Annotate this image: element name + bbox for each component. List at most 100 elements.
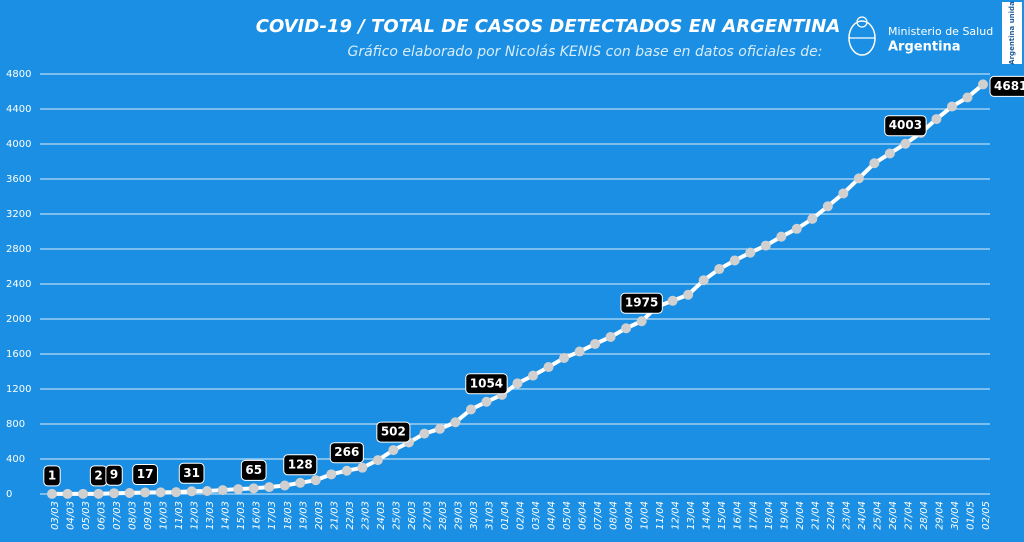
data-point bbox=[93, 488, 104, 499]
data-point bbox=[78, 488, 89, 499]
value-label-box bbox=[132, 464, 158, 486]
x-tick-label: 17/03 bbox=[267, 501, 278, 530]
data-point bbox=[776, 231, 787, 242]
y-tick-label: 3200 bbox=[6, 209, 31, 220]
badge-box bbox=[1002, 2, 1022, 64]
x-tick-label: 19/04 bbox=[779, 501, 790, 530]
x-tick-label: 24/03 bbox=[376, 501, 387, 530]
x-tick-label: 12/04 bbox=[671, 501, 682, 530]
x-tick-label: 18/03 bbox=[283, 501, 294, 530]
logo-text: Ministerio de Salud bbox=[888, 25, 993, 38]
x-tick-label: 02/04 bbox=[516, 501, 527, 530]
value-label-box bbox=[884, 115, 927, 137]
value-label: 2 bbox=[94, 468, 102, 482]
x-tick-label: 09/03 bbox=[143, 501, 154, 530]
value-label: 1054 bbox=[470, 376, 503, 390]
x-tick-label: 30/03 bbox=[469, 501, 480, 530]
x-tick-label: 16/03 bbox=[252, 501, 263, 530]
data-point bbox=[481, 396, 492, 407]
data-point bbox=[186, 486, 197, 497]
x-tick-label: 15/03 bbox=[236, 501, 247, 530]
x-tick-label: 23/03 bbox=[360, 501, 371, 530]
x-tick-label: 25/04 bbox=[872, 501, 883, 530]
y-tick-label: 1200 bbox=[6, 384, 31, 395]
x-tick-label: 08/04 bbox=[609, 501, 620, 530]
value-label-box bbox=[43, 465, 61, 487]
value-label: 1975 bbox=[625, 296, 658, 310]
x-tick-label: 16/04 bbox=[733, 501, 744, 530]
data-point bbox=[279, 480, 290, 491]
value-label-box bbox=[240, 459, 267, 481]
data-point bbox=[543, 362, 554, 373]
data-point bbox=[698, 275, 709, 286]
data-point bbox=[667, 295, 678, 306]
chart-subtitle: Gráfico elaborado por Nicolás KENIS con … bbox=[347, 44, 822, 60]
data-point bbox=[264, 482, 275, 493]
data-point bbox=[605, 331, 616, 342]
y-tick-label: 3600 bbox=[6, 174, 31, 185]
value-label-box bbox=[178, 462, 205, 484]
value-label: 4681 bbox=[994, 79, 1024, 93]
y-tick-label: 2800 bbox=[6, 244, 31, 255]
x-tick-label: 21/04 bbox=[810, 501, 821, 530]
x-tick-label: 26/03 bbox=[407, 501, 418, 530]
data-point bbox=[248, 483, 259, 494]
x-tick-label: 12/03 bbox=[190, 501, 201, 530]
data-point bbox=[109, 488, 120, 499]
value-label: 65 bbox=[245, 463, 262, 477]
data-point bbox=[683, 289, 694, 300]
data-point bbox=[47, 488, 57, 499]
data-point bbox=[528, 370, 539, 381]
x-tick-label: 22/03 bbox=[345, 501, 356, 530]
data-point bbox=[62, 488, 73, 499]
x-tick-label: 17/04 bbox=[748, 501, 759, 530]
x-tick-label: 01/04 bbox=[500, 501, 511, 530]
data-point bbox=[590, 338, 601, 349]
x-tick-label: 02/05 bbox=[981, 501, 992, 530]
value-label: 1 bbox=[48, 468, 56, 482]
data-point bbox=[124, 487, 135, 498]
value-label: 31 bbox=[183, 466, 200, 480]
value-label: 9 bbox=[110, 468, 118, 482]
y-tick-label: 2000 bbox=[6, 314, 31, 325]
x-tick-label: 07/04 bbox=[593, 501, 604, 530]
y-tick-label: 400 bbox=[6, 454, 25, 465]
logo-emblem bbox=[848, 16, 876, 56]
data-point bbox=[295, 477, 306, 488]
x-tick-label: 20/03 bbox=[314, 501, 325, 530]
value-label-box bbox=[376, 421, 411, 443]
data-point bbox=[636, 316, 647, 327]
x-tick-label: 03/04 bbox=[531, 501, 542, 530]
x-tick-label: 13/03 bbox=[205, 501, 216, 530]
x-tick-label: 14/04 bbox=[702, 501, 713, 530]
badge-text: Argentina unida bbox=[1008, 1, 1016, 65]
x-tick-label: 05/04 bbox=[562, 501, 573, 530]
x-tick-label: 27/04 bbox=[903, 501, 914, 530]
data-point bbox=[729, 255, 740, 266]
data-point bbox=[326, 469, 337, 480]
data-point bbox=[388, 445, 399, 456]
value-label: 17 bbox=[137, 467, 154, 481]
x-tick-label: 10/03 bbox=[159, 501, 170, 530]
x-tick-label: 19/03 bbox=[298, 501, 309, 530]
x-tick-label: 10/04 bbox=[640, 501, 651, 530]
data-point bbox=[434, 423, 445, 434]
data-point bbox=[574, 346, 585, 357]
data-point bbox=[217, 485, 228, 496]
y-tick-label: 0 bbox=[6, 489, 12, 500]
x-tick-label: 29/04 bbox=[934, 501, 945, 530]
x-tick-label: 28/04 bbox=[919, 501, 930, 530]
data-point bbox=[931, 114, 942, 125]
y-tick-label: 4000 bbox=[6, 139, 31, 150]
data-point bbox=[171, 487, 182, 498]
data-point bbox=[838, 188, 849, 199]
value-label-box bbox=[989, 75, 1024, 97]
value-label-box bbox=[620, 292, 663, 314]
y-tick-label: 4800 bbox=[6, 69, 31, 80]
x-tick-label: 04/04 bbox=[547, 501, 558, 530]
value-label: 128 bbox=[288, 457, 313, 471]
chart-title: COVID-19 / TOTAL DE CASOS DETECTADOS EN … bbox=[256, 16, 841, 37]
value-label-box bbox=[465, 373, 508, 395]
value-label-box bbox=[105, 464, 123, 486]
